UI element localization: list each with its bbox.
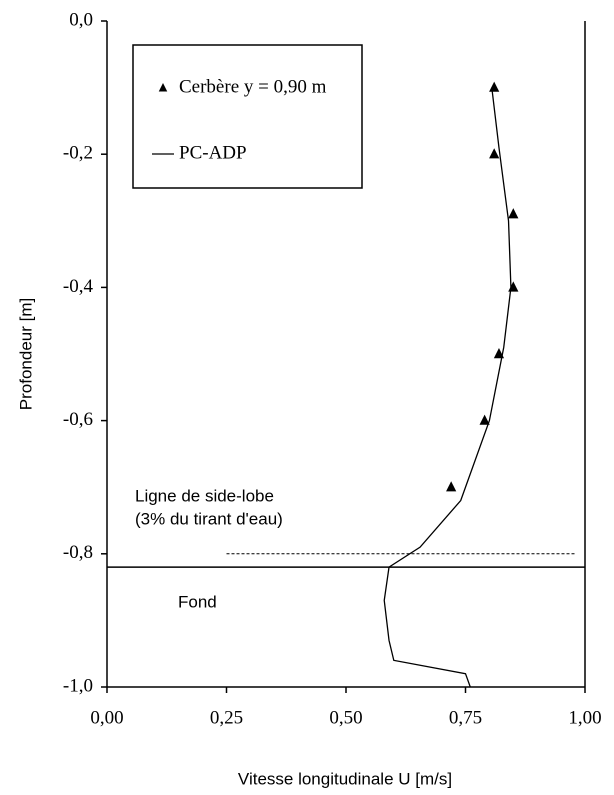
y-tick-label: -0,4 [63, 276, 94, 297]
x-tick-label: 1,00 [568, 707, 601, 728]
legend-marker [158, 83, 168, 92]
x-axis-label: Vitesse longitudinale U [m/s] [238, 769, 452, 788]
data-point [508, 281, 519, 292]
data-line [383, 87, 512, 688]
annotation: (3% du tirant d'eau) [135, 509, 283, 528]
x-tick-label: 0,25 [210, 707, 243, 728]
legend-label: Cerbère y = 0,90 m [179, 76, 327, 97]
y-tick-label: 0,0 [69, 9, 93, 30]
x-tick-label: 0,50 [329, 707, 362, 728]
y-tick-label: -0,2 [63, 143, 93, 164]
y-tick-label: -1,0 [63, 675, 93, 696]
annotation: Ligne de side-lobe [135, 486, 274, 505]
data-point [489, 81, 500, 92]
y-tick-label: -0,6 [63, 409, 93, 430]
legend-box [132, 44, 363, 189]
data-point [479, 414, 490, 425]
x-tick-label: 0,75 [449, 707, 482, 728]
x-tick-label: 0,00 [90, 707, 123, 728]
data-point [446, 481, 457, 492]
legend-label: PC-ADP [179, 142, 247, 163]
y-tick-label: -0,8 [63, 542, 93, 563]
annotation: Fond [178, 592, 217, 611]
y-axis-label: Profondeur [m] [16, 298, 35, 410]
data-point [489, 148, 500, 159]
data-point [508, 208, 519, 219]
